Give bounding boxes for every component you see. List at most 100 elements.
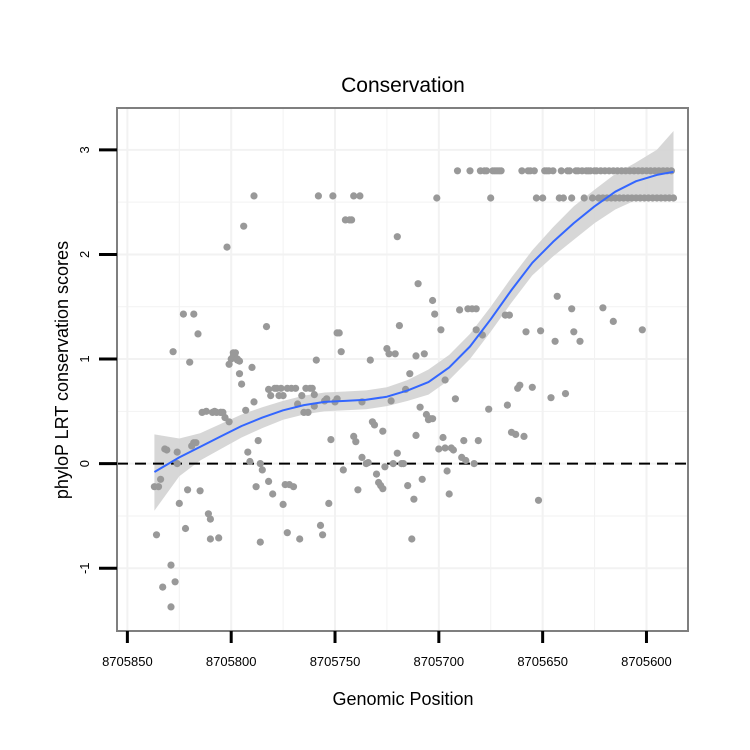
confidence-band-area [154,131,674,511]
data-point [522,328,530,336]
y-axis: -1 0 1 2 3 [77,146,117,574]
data-point [534,496,543,504]
data-point [429,296,437,305]
data-point [327,436,335,444]
data-point [537,327,545,335]
data-point [235,370,244,378]
data-point [570,328,578,336]
data-point [505,311,513,319]
data-point [312,356,320,364]
data-point [173,448,181,456]
data-point [399,460,408,468]
data-point [483,167,491,175]
data-point [503,401,511,409]
smooth-curve [153,170,674,473]
data-point [292,384,300,392]
data-point [277,384,285,392]
data-point [530,167,538,175]
x-tick-label: 8705700 [414,654,465,669]
x-axis-title: Genomic Position [332,689,473,709]
data-point [337,348,345,356]
y-tick-label: -1 [77,562,92,574]
data-point [588,194,597,202]
data-point [184,486,192,494]
y-tick-label: 2 [77,251,92,258]
data-point [335,329,343,337]
data-point [445,490,453,498]
confidence-band [154,131,674,511]
data-point [298,392,306,400]
data-point [366,356,374,364]
data-point [250,398,258,406]
data-point [348,216,356,224]
data-point [449,446,457,454]
data-point [391,350,399,358]
data-point [179,310,187,318]
data-point [323,395,331,403]
data-point [304,408,312,416]
data-point [206,515,214,523]
data-point [325,499,333,507]
data-point [557,167,565,175]
data-point [352,438,360,446]
data-point [206,535,214,543]
data-point [350,192,358,200]
data-point [240,222,248,230]
data-point [215,534,223,542]
data-point [370,421,379,429]
data-point [196,487,204,495]
data-point [474,437,482,445]
data-point [512,430,520,438]
data-point [379,485,387,493]
data-point [154,483,163,491]
data-point [225,418,233,426]
data-point [354,486,362,494]
data-point [356,192,364,200]
data-point [470,460,478,468]
data-point [238,380,246,388]
data-point [372,470,381,478]
data-point [547,394,555,402]
x-tick-label: 8705800 [206,654,257,669]
data-point [429,415,437,423]
data-point [406,370,414,378]
data-point [437,326,445,334]
data-point [520,432,528,440]
data-point [231,349,239,357]
data-point [460,437,468,445]
data-point [190,310,198,318]
data-point [379,427,387,435]
data-point [167,603,175,611]
data-point [289,483,298,491]
data-point [262,323,271,331]
data-point [265,477,273,485]
data-point [568,305,576,313]
data-point [358,453,366,461]
data-point [553,292,561,300]
data-point [308,384,316,392]
data-point [487,194,495,202]
data-point [420,350,428,358]
data-point [381,463,389,471]
data-point [472,305,480,313]
y-axis-title: phyloP LRT conservation scores [52,241,72,499]
data-point [414,280,422,288]
data-point [518,167,526,175]
data-point [163,446,171,454]
data-point [559,194,568,202]
data-point [451,395,459,403]
data-point [393,233,401,241]
data-point [385,350,393,358]
data-point [412,431,420,439]
x-tick-label: 8705600 [621,654,672,669]
data-point [561,390,570,398]
data-point [279,500,287,508]
data-point [186,358,194,366]
data-point [252,483,260,491]
data-point [456,306,464,314]
data-point [310,391,318,399]
data-point [551,337,559,345]
data-point [296,535,304,543]
data-point [167,561,175,569]
